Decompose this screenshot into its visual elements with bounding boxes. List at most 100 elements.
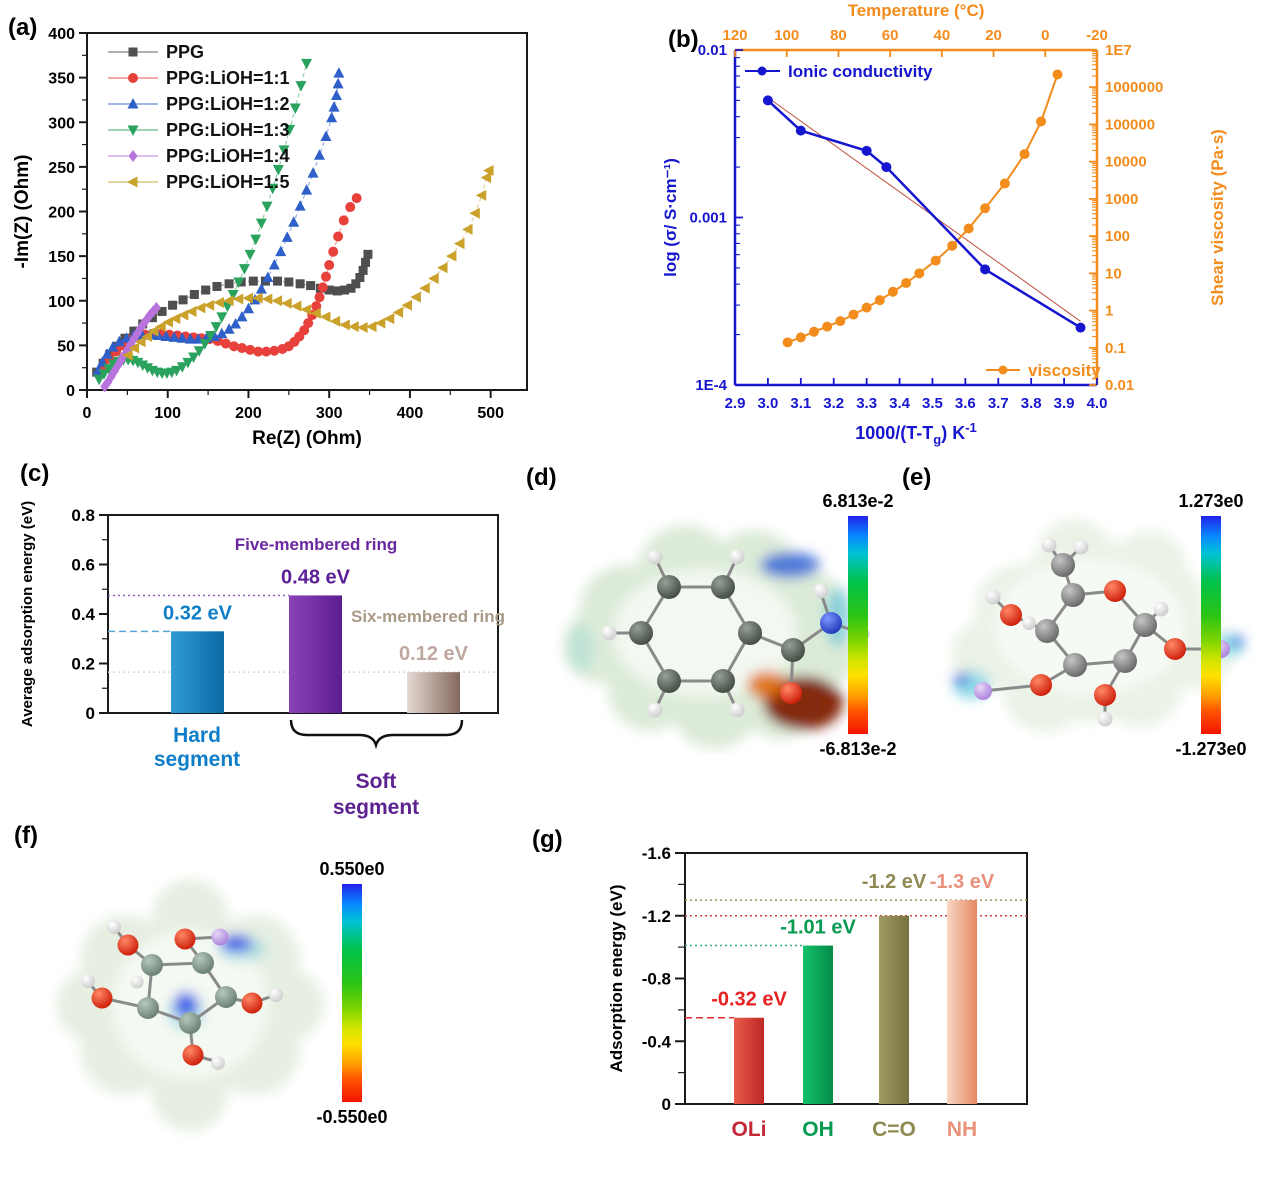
- conductivity-viscosity-plot: 120 100 80 60 40 20 0 -20 Temperature (°C) 0.01 0.…: [661, 1, 1227, 447]
- b-left-tick: 1E-4: [695, 377, 727, 394]
- g-category-label: C=O: [872, 1118, 916, 1141]
- a-x-tick: 500: [477, 405, 504, 422]
- a-legend-item: PPG:LiOH=1:5: [166, 172, 290, 192]
- b-top-tick: 40: [934, 27, 951, 44]
- g-bar-value-label: -0.32 eV: [711, 989, 787, 1011]
- b-right-tick: 100: [1105, 228, 1130, 245]
- b-bottom-tick: 3.2: [823, 395, 844, 412]
- colorbar-f-min: -0.550e0: [316, 1107, 388, 1127]
- panel-label-f: (f): [14, 822, 38, 849]
- b-bottom-tick: 2.9: [725, 395, 746, 412]
- a-x-tick: 0: [83, 405, 92, 422]
- a-y-tick: 100: [48, 294, 75, 311]
- lithium-atom: [974, 682, 992, 700]
- b-bottom-tick: 3.8: [1021, 395, 1042, 412]
- b-legend-viscosity: viscosity: [1028, 361, 1101, 380]
- colorbar-gradient: [1201, 516, 1221, 734]
- g-bar-value-label: -1.3 eV: [930, 871, 995, 893]
- b-bottom-tick: 4.0: [1087, 395, 1108, 412]
- b-bottom-tick: 3.9: [1054, 395, 1075, 412]
- c-group-hard: Hard: [173, 724, 221, 747]
- molecule-esp-ring-top-view: [56, 879, 324, 1131]
- g-y-tick: 0: [662, 1095, 671, 1114]
- b-right-tick: 1000000: [1105, 79, 1163, 96]
- c-y-tick: 0.4: [71, 605, 95, 624]
- a-y-tick: 350: [48, 71, 75, 88]
- g-category-label: OLi: [732, 1118, 767, 1141]
- b-right-tick: 0.01: [1105, 377, 1134, 394]
- molecule-esp-benzamide: [563, 525, 870, 749]
- a-x-tick: 200: [235, 405, 262, 422]
- colorbar-gradient: [848, 516, 868, 734]
- colorbar-f-max: 0.550e0: [319, 859, 385, 879]
- b-top-axis-label: Temperature (°C): [848, 1, 985, 20]
- c-group-hard: segment: [154, 748, 240, 771]
- a-y-tick: 400: [48, 26, 75, 43]
- a-y-tick: 200: [48, 205, 75, 222]
- panel-label-c: (c): [20, 460, 50, 487]
- c-y-tick: 0: [86, 704, 95, 723]
- g-bar-value-label: -1.2 eV: [862, 871, 927, 893]
- colorbar-e: 1.273e0 -1.273e0: [1156, 490, 1266, 760]
- b-top-tick: 80: [830, 27, 847, 44]
- panel-label-a: (a): [8, 14, 38, 41]
- g-bar-OH: [803, 945, 833, 1104]
- a-y-tick: 150: [48, 249, 75, 266]
- c-bar-0: [171, 631, 224, 713]
- b-right-tick: 10000: [1105, 154, 1147, 171]
- nitrogen-atom: [820, 612, 842, 634]
- a-legend-item: PPG: [166, 42, 204, 62]
- colorbar-d-max: 6.813e-2: [822, 491, 894, 511]
- a-legend-item: PPG:LiOH=1:4: [166, 146, 290, 166]
- b-left-tick: 0.01: [698, 42, 727, 59]
- nyquist-plot: 0 50 100 150 200 250 300 350 400 0 100 200 300 400 500…: [12, 26, 528, 449]
- b-top-tick: 120: [722, 27, 747, 44]
- g-category-label: NH: [947, 1118, 977, 1141]
- b-top-tick: 100: [774, 27, 799, 44]
- g-bar-NH: [947, 900, 977, 1104]
- colorbar-e-max: 1.273e0: [1178, 491, 1244, 511]
- adsorption-energy-bar-chart: 0 -0.4 -0.8 -1.2 -1.6 Adsorption energy (eV) -…: [607, 844, 1028, 1141]
- g-y-tick: -1.6: [642, 844, 671, 863]
- g-bar-C=O: [879, 915, 909, 1104]
- panel-label-e: (e): [902, 464, 932, 491]
- c-group-soft: segment: [333, 796, 419, 819]
- panel-label-g: (g): [532, 826, 563, 853]
- c-bar-2: [407, 672, 460, 713]
- b-right-axis-label: Shear viscosity (Pa·s): [1208, 129, 1227, 306]
- b-bottom-tick: 3.6: [955, 395, 976, 412]
- b-top-tick: 60: [882, 27, 899, 44]
- c-annotation-six-ring: Six-membered ring: [351, 607, 505, 626]
- b-right-tick: 1E7: [1105, 42, 1132, 59]
- a-x-tick: 100: [154, 405, 181, 422]
- panel-label-d: (d): [526, 464, 557, 491]
- c-y-tick: 0.6: [71, 556, 95, 575]
- c-y-tick: 0.2: [71, 655, 95, 674]
- c-bar-value-label: 0.12 eV: [399, 643, 469, 665]
- atoms: [81, 920, 283, 1070]
- a-y-tick: 300: [48, 115, 75, 132]
- b-right-tick: 1: [1105, 303, 1113, 320]
- a-y-tick: 0: [66, 383, 75, 400]
- b-bottom-tick: 3.3: [856, 395, 877, 412]
- b-right-tick: 100000: [1105, 116, 1155, 133]
- panel-label-b: (b): [668, 26, 699, 53]
- c-bar-1: [289, 595, 342, 713]
- colorbar-d: 6.813e-2 -6.813e-2: [803, 490, 913, 760]
- c-bar-value-label: 0.48 eV: [281, 566, 351, 588]
- b-right-tick: 0.1: [1105, 340, 1126, 357]
- a-legend-item: PPG:LiOH=1:3: [166, 120, 290, 140]
- g-category-label: OH: [802, 1118, 834, 1141]
- average-adsorption-energy-bar-chart: 0 0.2 0.4 0.6 0.8 Average adsorption energy (…: [19, 501, 505, 819]
- lithium-atom: [211, 928, 229, 946]
- esp-surface: [56, 879, 324, 1131]
- a-y-axis-label: -Im(Z) (Ohm): [12, 155, 33, 269]
- colorbar-d-min: -6.813e-2: [819, 739, 897, 759]
- c-soft-segment-brace: [289, 719, 464, 750]
- g-y-tick: -0.4: [642, 1032, 672, 1051]
- colorbar-f: 0.550e0 -0.550e0: [297, 858, 407, 1128]
- a-y-tick: 250: [48, 160, 75, 177]
- b-bottom-axis-label: 1000/(T-Tg) K-1: [855, 420, 977, 447]
- colorbar-e-min: -1.273e0: [1175, 739, 1247, 759]
- a-legend-item: PPG:LiOH=1:1: [166, 68, 290, 88]
